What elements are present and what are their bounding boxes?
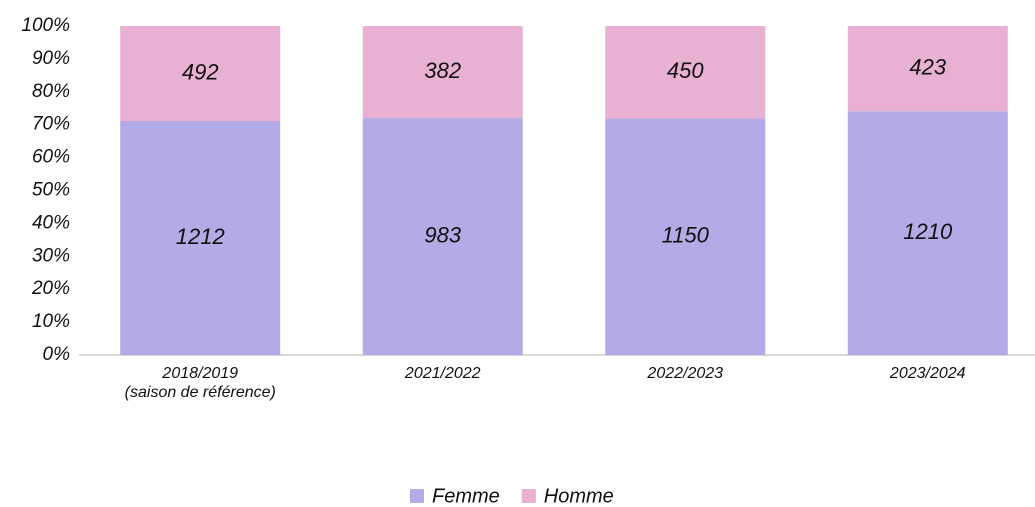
data-label: 1212 (176, 224, 225, 249)
y-tick-label: 60% (32, 147, 70, 168)
data-label: 1210 (903, 219, 953, 244)
bar-segment (847, 111, 1008, 355)
x-tick-label: 2018/2019 (saison de référence) (124, 365, 276, 401)
bar-segment (362, 26, 523, 119)
y-tick-label: 80% (32, 81, 70, 102)
y-tick-label: 50% (32, 180, 70, 201)
bar-segment (605, 26, 766, 119)
bar-segment (120, 120, 281, 356)
legend-label: Homme (544, 485, 614, 507)
legend-swatch (410, 489, 424, 503)
bar-segment (120, 26, 281, 121)
data-label: 1150 (662, 223, 710, 248)
y-tick-label: 90% (32, 48, 70, 69)
y-tick-label: 10% (32, 311, 70, 332)
legend-swatch (521, 489, 536, 503)
legend-label: Femme (432, 485, 500, 507)
y-tick-label: 40% (32, 212, 70, 233)
y-tick-label: 70% (32, 114, 70, 135)
x-tick-label: 2023/2024 (889, 365, 966, 382)
y-tick-label: 100% (21, 15, 70, 36)
y-tick-label: 0% (43, 344, 71, 365)
data-label: 423 (909, 54, 946, 79)
data-label: 450 (667, 58, 704, 83)
bar-segment (605, 118, 766, 355)
y-tick-label: 20% (31, 278, 70, 299)
y-tick-label: 30% (32, 245, 70, 266)
x-tick-label: 2022/2023 (647, 365, 724, 382)
data-label: 382 (424, 58, 461, 83)
bar-segment (362, 118, 523, 355)
bar-segment (847, 26, 1008, 112)
data-label: 492 (182, 59, 219, 84)
x-tick-label: 2021/2022 (404, 365, 481, 382)
data-label: 983 (424, 222, 461, 247)
